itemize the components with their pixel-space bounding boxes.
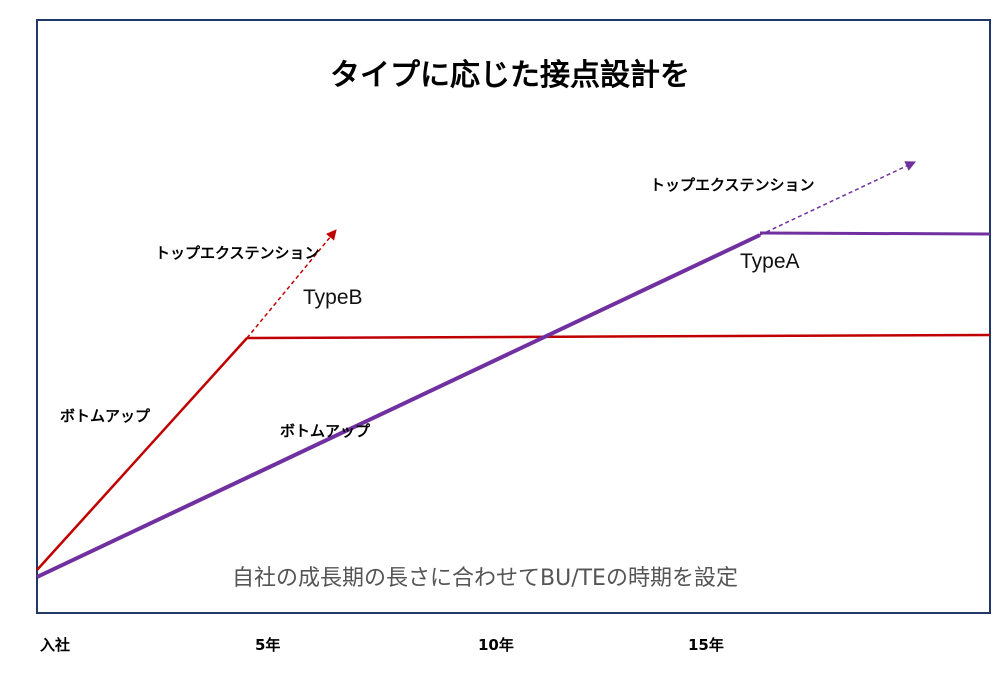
diagram-frame [36, 19, 991, 614]
type-b-bottom-up-line [36, 337, 248, 571]
type-b-top-extension-arrow [246, 229, 337, 339]
x-axis-label-5y: 5年 [255, 636, 280, 654]
type-a-top-extension-label: トップエクステンション [650, 176, 815, 194]
type-b-bottom-up-label: ボトムアップ [60, 407, 151, 425]
type-b-top-extension-label: トップエクステンション [155, 244, 320, 262]
type-a-bottom-up-line [36, 233, 761, 579]
diagram-title: タイプに応じた接点設計を [330, 58, 690, 93]
timing-note: 自社の成長期の長さに合わせてBU/TEの時期を設定 [232, 566, 738, 591]
x-axis-label-10y: 10年 [478, 636, 514, 654]
x-axis-label-join: 入社 [40, 636, 70, 654]
type-a-plateau-line [759, 231, 991, 236]
x-axis-label-15y: 15年 [688, 636, 724, 654]
type-b-plateau-line [246, 333, 991, 340]
type-a-top-extension-arrow [759, 161, 916, 236]
type-a-bottom-up-label: ボトムアップ [280, 422, 371, 440]
type-a-name-label: TypeA [740, 250, 800, 273]
type-b-name-label: TypeB [303, 286, 363, 309]
